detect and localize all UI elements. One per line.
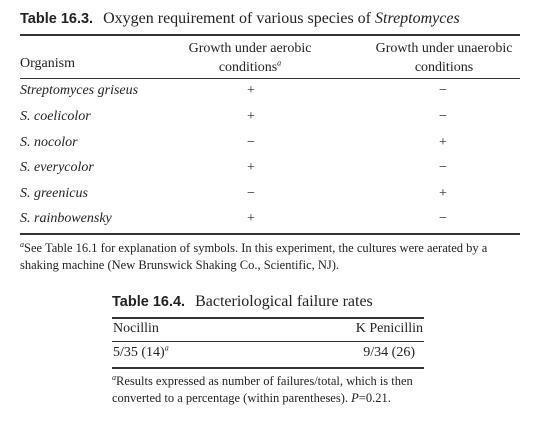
header-nocillin: Nocillin (113, 321, 159, 336)
table-row-anaerobic: + (439, 135, 447, 150)
table-title: Bacteriological failure rates (195, 293, 373, 310)
footnote-text: Results expressed as number of failures/… (112, 374, 413, 405)
header-aerobic: Growth under aerobic conditionsa (170, 39, 330, 77)
table-16-3-footnote: aSee Table 16.1 for explanation of symbo… (20, 240, 520, 274)
p-symbol: P (351, 391, 359, 405)
header-organism: Organism (20, 56, 75, 71)
table-number: Table 16.4. (112, 294, 186, 310)
header-rule (112, 341, 424, 342)
header-aerobic-line1: Growth under aerobic (188, 41, 312, 56)
nocillin-value: 5/35 (14) (113, 345, 165, 360)
table-16-3-caption: Table 16.3. Oxygen requirement of various… (20, 10, 460, 28)
table-title: Oxygen requirement of various species of (103, 10, 375, 27)
footnote-marker: a (112, 372, 116, 382)
table-row-aerobic: + (247, 83, 255, 98)
table-title-italic: Streptomyces (375, 10, 460, 27)
table-row-k-penicillin: 9/34 (26) (363, 345, 415, 360)
header-rule (20, 78, 520, 79)
table-row-organism: S. nocolor (20, 135, 78, 150)
bottom-rule (20, 233, 520, 235)
table-row-nocillin: 5/35 (14)a (113, 343, 169, 361)
header-anaerobic-line2: conditions (414, 60, 474, 75)
footnote-marker: a (164, 343, 169, 353)
table-row-anaerobic: + (439, 186, 447, 201)
table-row-anaerobic: − (439, 83, 447, 98)
header-anaerobic-line1: Growth under unaerobic (375, 41, 513, 56)
table-row-aerobic: + (247, 109, 255, 124)
footnote-marker: a (20, 239, 24, 249)
table-row-aerobic: − (247, 186, 255, 201)
table-row-aerobic: + (247, 160, 255, 175)
header-aerobic-line2: conditionsa (170, 58, 330, 77)
table-row-aerobic: − (247, 135, 255, 150)
header-anaerobic: Growth under unaerobic conditions (362, 39, 526, 77)
p-value: =0.21. (358, 391, 391, 405)
header-aerobic-text: conditions (218, 60, 278, 75)
footnote-text: See Table 16.1 for explanation of symbol… (20, 241, 488, 272)
table-row-organism: S. everycolor (20, 160, 94, 175)
table-row-organism: S. coelicolor (20, 109, 91, 124)
footnote-marker: a (277, 58, 282, 68)
table-16-4-caption: Table 16.4. Bacteriological failure rates (112, 293, 373, 311)
table-number: Table 16.3. (20, 11, 94, 27)
bottom-rule (112, 367, 424, 369)
table-row-anaerobic: − (439, 109, 447, 124)
table-row-anaerobic: − (439, 211, 447, 226)
table-row-organism: Streptomyces griseus (20, 83, 139, 98)
top-rule (20, 34, 520, 36)
table-row-organism: S. greenicus (20, 186, 88, 201)
table-row-organism: S. rainbowensky (20, 211, 112, 226)
table-16-4-footnote: aResults expressed as number of failures… (112, 373, 428, 407)
top-rule (112, 317, 424, 319)
table-row-anaerobic: − (439, 160, 447, 175)
header-k-penicillin: K Penicillin (355, 321, 423, 336)
table-row-aerobic: + (247, 211, 255, 226)
